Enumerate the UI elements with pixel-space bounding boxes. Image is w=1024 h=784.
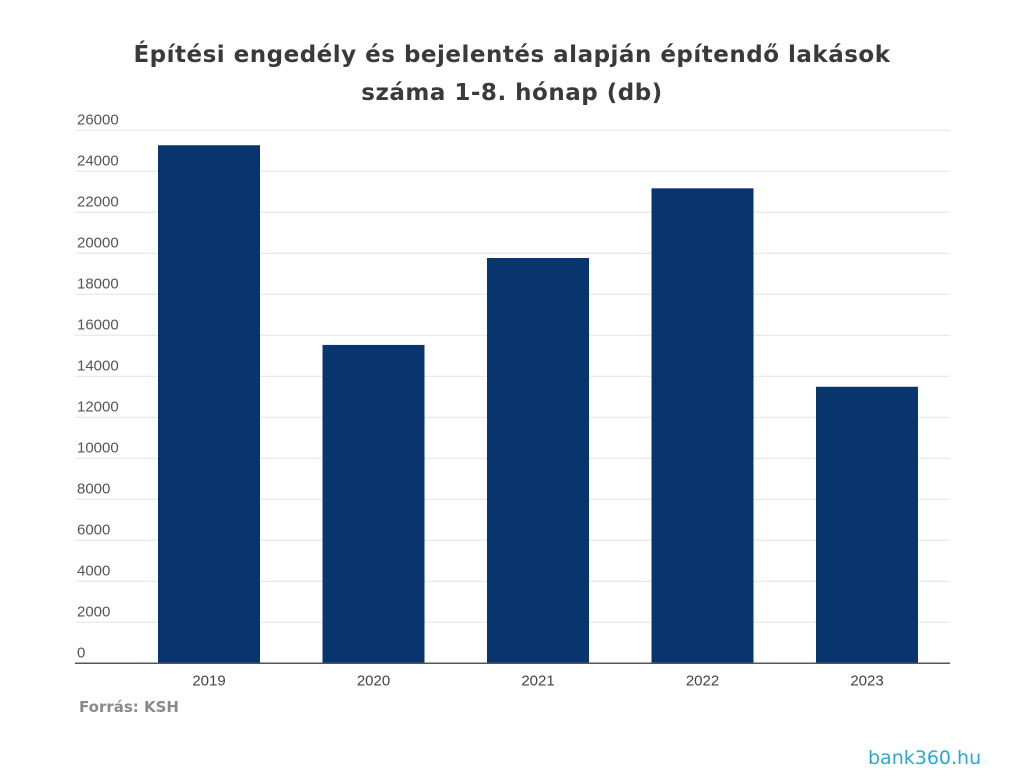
x-tick-label: 2022 bbox=[686, 672, 719, 689]
x-tick-label: 2019 bbox=[192, 672, 225, 689]
y-tick-label: 2000 bbox=[77, 603, 110, 620]
y-tick-label: 24000 bbox=[77, 152, 119, 169]
y-tick-label: 0 bbox=[77, 644, 85, 661]
brand-logo: bank360.hu bbox=[868, 747, 982, 769]
y-tick-label: 12000 bbox=[77, 398, 119, 415]
bar-2021 bbox=[487, 258, 589, 664]
bar-2023 bbox=[816, 386, 918, 664]
y-tick-label: 16000 bbox=[77, 316, 119, 333]
y-tick-label: 20000 bbox=[77, 234, 119, 251]
bar-2020 bbox=[322, 344, 425, 664]
bar-2022 bbox=[651, 188, 754, 664]
x-tick-label: 2020 bbox=[357, 672, 390, 689]
y-tick-label: 26000 bbox=[77, 111, 119, 128]
y-tick-label: 22000 bbox=[77, 193, 119, 210]
y-tick-label: 4000 bbox=[77, 562, 110, 579]
y-tick-label: 6000 bbox=[77, 521, 110, 538]
x-tick-label: 2023 bbox=[850, 672, 883, 689]
x-tick-label: 2021 bbox=[521, 672, 554, 689]
y-tick-label: 8000 bbox=[77, 480, 110, 497]
y-tick-label: 18000 bbox=[77, 275, 119, 292]
bar-2019 bbox=[158, 145, 260, 664]
chart-title: Építési engedély és bejelentés alapján é… bbox=[133, 42, 891, 106]
y-tick-label: 14000 bbox=[77, 357, 119, 374]
source-note: Forrás: KSH bbox=[79, 698, 179, 716]
y-tick-label: 10000 bbox=[77, 439, 119, 456]
